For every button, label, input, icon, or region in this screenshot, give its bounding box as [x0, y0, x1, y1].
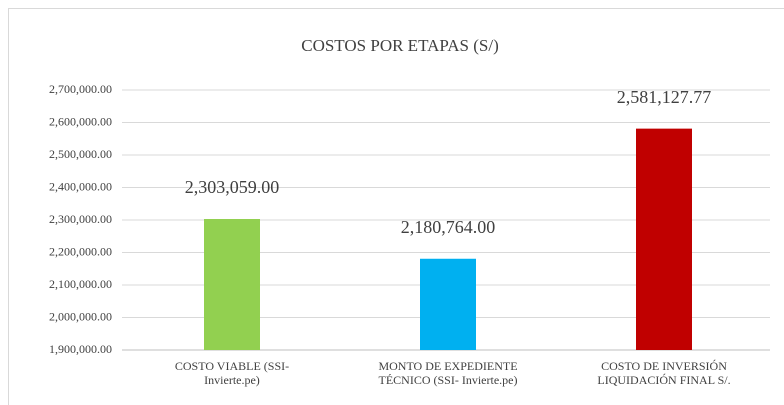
x-tick-label: MONTO DE EXPEDIENTE TÉCNICO (SSI- Invier…: [378, 359, 518, 387]
y-tick-label: 2,100,000.00: [49, 277, 112, 291]
value-label: 2,303,059.00: [185, 177, 280, 197]
bar: [636, 128, 692, 350]
y-tick-label: 2,700,000.00: [49, 82, 112, 96]
bar: [420, 258, 476, 350]
x-tick-label: COSTO VIABLE (SSI- Invierte.pe): [174, 359, 290, 387]
value-label: 2,180,764.00: [401, 217, 496, 237]
y-tick-label: 2,500,000.00: [49, 147, 112, 161]
x-tick-label: COSTO DE INVERSIÓN LIQUIDACIÓN FINAL S/.: [597, 359, 731, 387]
chart-title: COSTOS POR ETAPAS (S/): [301, 36, 499, 55]
y-tick-label: 2,000,000.00: [49, 309, 112, 323]
bar: [204, 219, 260, 350]
y-tick-label: 1,900,000.00: [49, 342, 112, 356]
y-tick-label: 2,200,000.00: [49, 244, 112, 258]
y-tick-label: 2,600,000.00: [49, 114, 112, 128]
y-tick-label: 2,400,000.00: [49, 179, 112, 193]
y-tick-label: 2,300,000.00: [49, 212, 112, 226]
value-label: 2,581,127.77: [617, 87, 712, 107]
